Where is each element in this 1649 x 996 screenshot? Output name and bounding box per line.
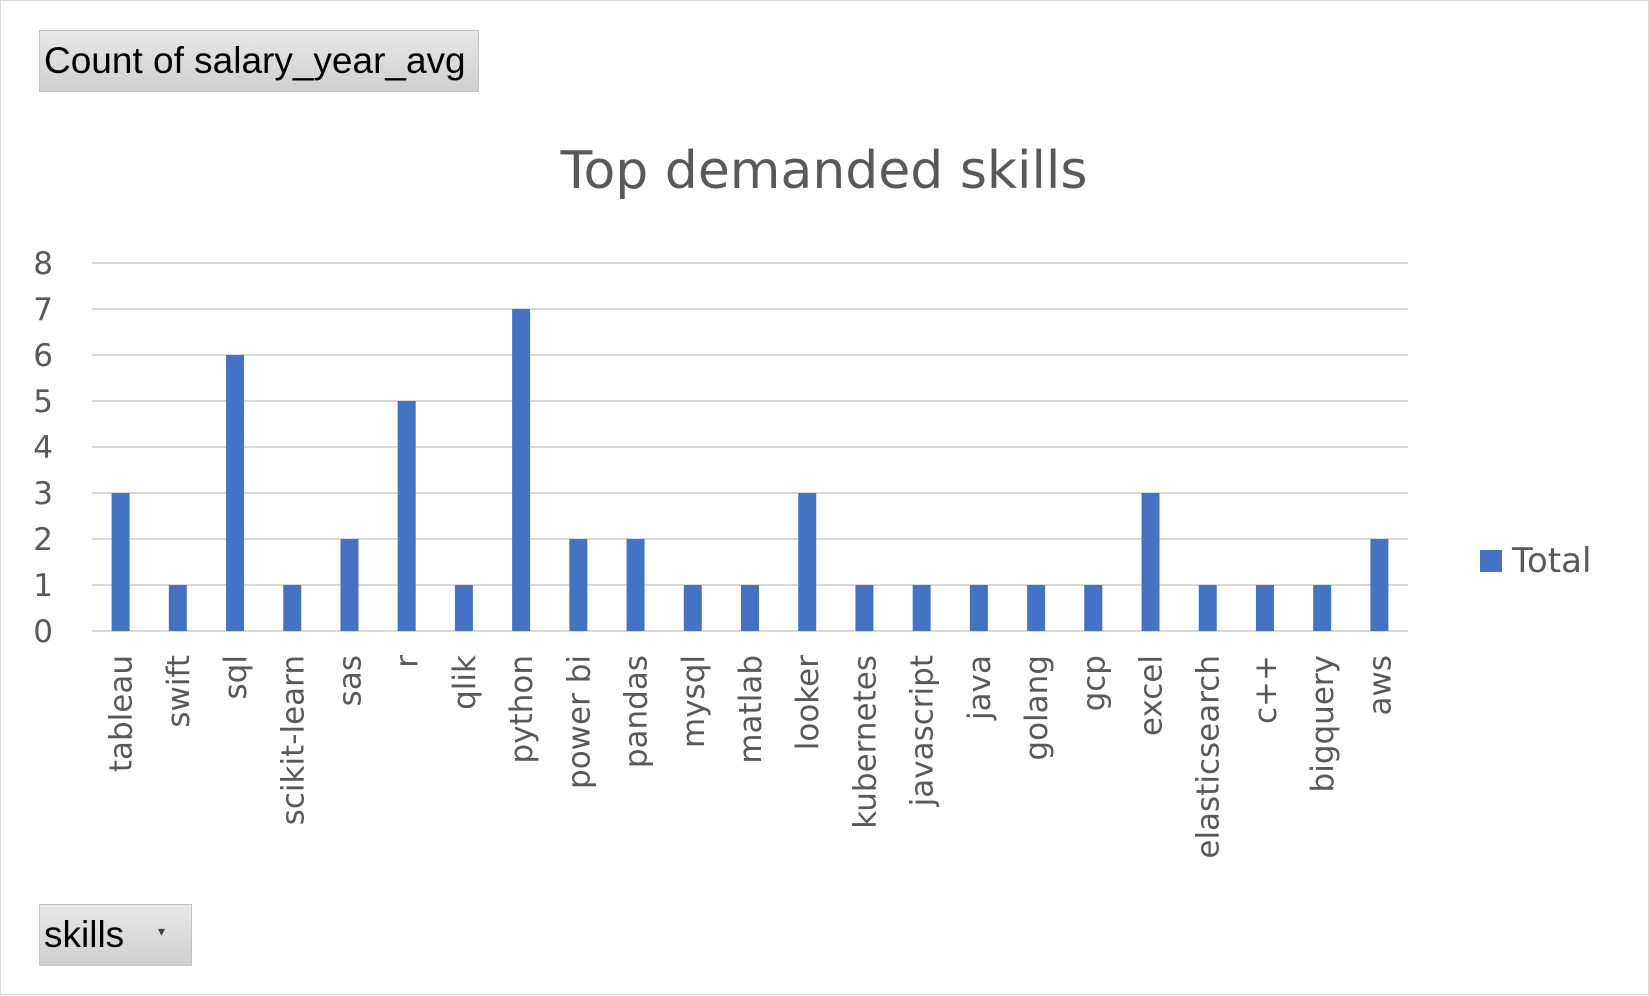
x-tick-label: sql bbox=[218, 655, 254, 699]
bar[interactable] bbox=[626, 539, 645, 631]
bar[interactable] bbox=[1370, 539, 1389, 631]
bar[interactable] bbox=[1084, 585, 1103, 631]
x-tick-label: swift bbox=[161, 655, 197, 728]
x-tick-label: r bbox=[390, 655, 426, 668]
x-tick-label: golang bbox=[1019, 655, 1055, 761]
bar[interactable] bbox=[454, 585, 473, 631]
x-tick-label: qlik bbox=[447, 655, 483, 710]
bar[interactable] bbox=[569, 539, 588, 631]
bar[interactable] bbox=[1313, 585, 1332, 631]
legend[interactable]: Total bbox=[1480, 541, 1591, 581]
x-tick-label: python bbox=[504, 655, 540, 763]
bar[interactable] bbox=[1027, 585, 1046, 631]
y-tick-label: 8 bbox=[33, 246, 53, 282]
gridlines bbox=[92, 262, 1408, 632]
y-axis-ticks: 0 1 2 3 4 5 6 7 8 bbox=[33, 246, 53, 650]
x-tick-label: matlab bbox=[733, 655, 769, 764]
bar[interactable] bbox=[340, 539, 359, 631]
chevron-down-icon[interactable]: ▾ bbox=[158, 923, 166, 939]
x-tick-label: looker bbox=[790, 655, 826, 750]
x-tick-label: sas bbox=[332, 655, 368, 706]
bars bbox=[111, 309, 1389, 631]
legend-label: Total bbox=[1511, 541, 1591, 581]
y-tick-label: 4 bbox=[33, 430, 53, 466]
bar[interactable] bbox=[1255, 585, 1274, 631]
bar[interactable] bbox=[512, 309, 531, 631]
y-tick-label: 7 bbox=[33, 292, 53, 328]
y-tick-label: 2 bbox=[33, 522, 53, 558]
x-tick-label: c++ bbox=[1248, 655, 1284, 724]
y-tick-label: 6 bbox=[33, 338, 53, 374]
values-field-label: Count of salary_year_avg bbox=[44, 40, 466, 81]
y-tick-label: 0 bbox=[33, 614, 53, 650]
x-tick-label: java bbox=[962, 655, 998, 721]
bar[interactable] bbox=[226, 355, 245, 631]
bar[interactable] bbox=[397, 401, 416, 631]
x-tick-label: excel bbox=[1134, 655, 1170, 736]
x-tick-label: javascript bbox=[905, 655, 941, 807]
y-tick-label: 1 bbox=[33, 568, 53, 604]
bar[interactable] bbox=[798, 493, 817, 631]
x-tick-label: aws bbox=[1362, 655, 1398, 716]
bar[interactable] bbox=[741, 585, 759, 631]
x-tick-label: mysql bbox=[676, 655, 712, 748]
x-tick-label: gcp bbox=[1076, 655, 1112, 711]
x-tick-label: elasticsearch bbox=[1191, 655, 1227, 859]
x-tick-label: kubernetes bbox=[847, 655, 883, 829]
x-tick-label: scikit-learn bbox=[275, 655, 311, 825]
bar[interactable] bbox=[111, 493, 130, 631]
axis-field-label: skills bbox=[44, 914, 125, 955]
x-tick-label: bigquery bbox=[1305, 655, 1341, 792]
bar[interactable] bbox=[683, 585, 702, 631]
x-tick-label: power bi bbox=[561, 655, 597, 789]
y-tick-label: 5 bbox=[33, 384, 53, 420]
axis-field-button[interactable]: skills ▾ bbox=[39, 904, 192, 966]
values-field-button[interactable]: Count of salary_year_avg bbox=[39, 30, 479, 92]
x-tick-label: pandas bbox=[619, 655, 655, 768]
bar[interactable] bbox=[168, 585, 187, 631]
y-tick-label: 3 bbox=[33, 476, 53, 512]
legend-swatch bbox=[1480, 550, 1502, 572]
bar[interactable] bbox=[855, 585, 874, 631]
bar[interactable] bbox=[969, 585, 988, 631]
bar[interactable] bbox=[1198, 585, 1217, 631]
x-axis-labels: tableau swift sql scikit-learn sas r qlik pytho… bbox=[104, 655, 1399, 859]
bar[interactable] bbox=[283, 585, 302, 631]
bar[interactable] bbox=[1141, 493, 1160, 631]
x-tick-label: tableau bbox=[104, 655, 140, 772]
chart-title: Top demanded skills bbox=[560, 141, 1088, 201]
bar[interactable] bbox=[912, 585, 931, 631]
